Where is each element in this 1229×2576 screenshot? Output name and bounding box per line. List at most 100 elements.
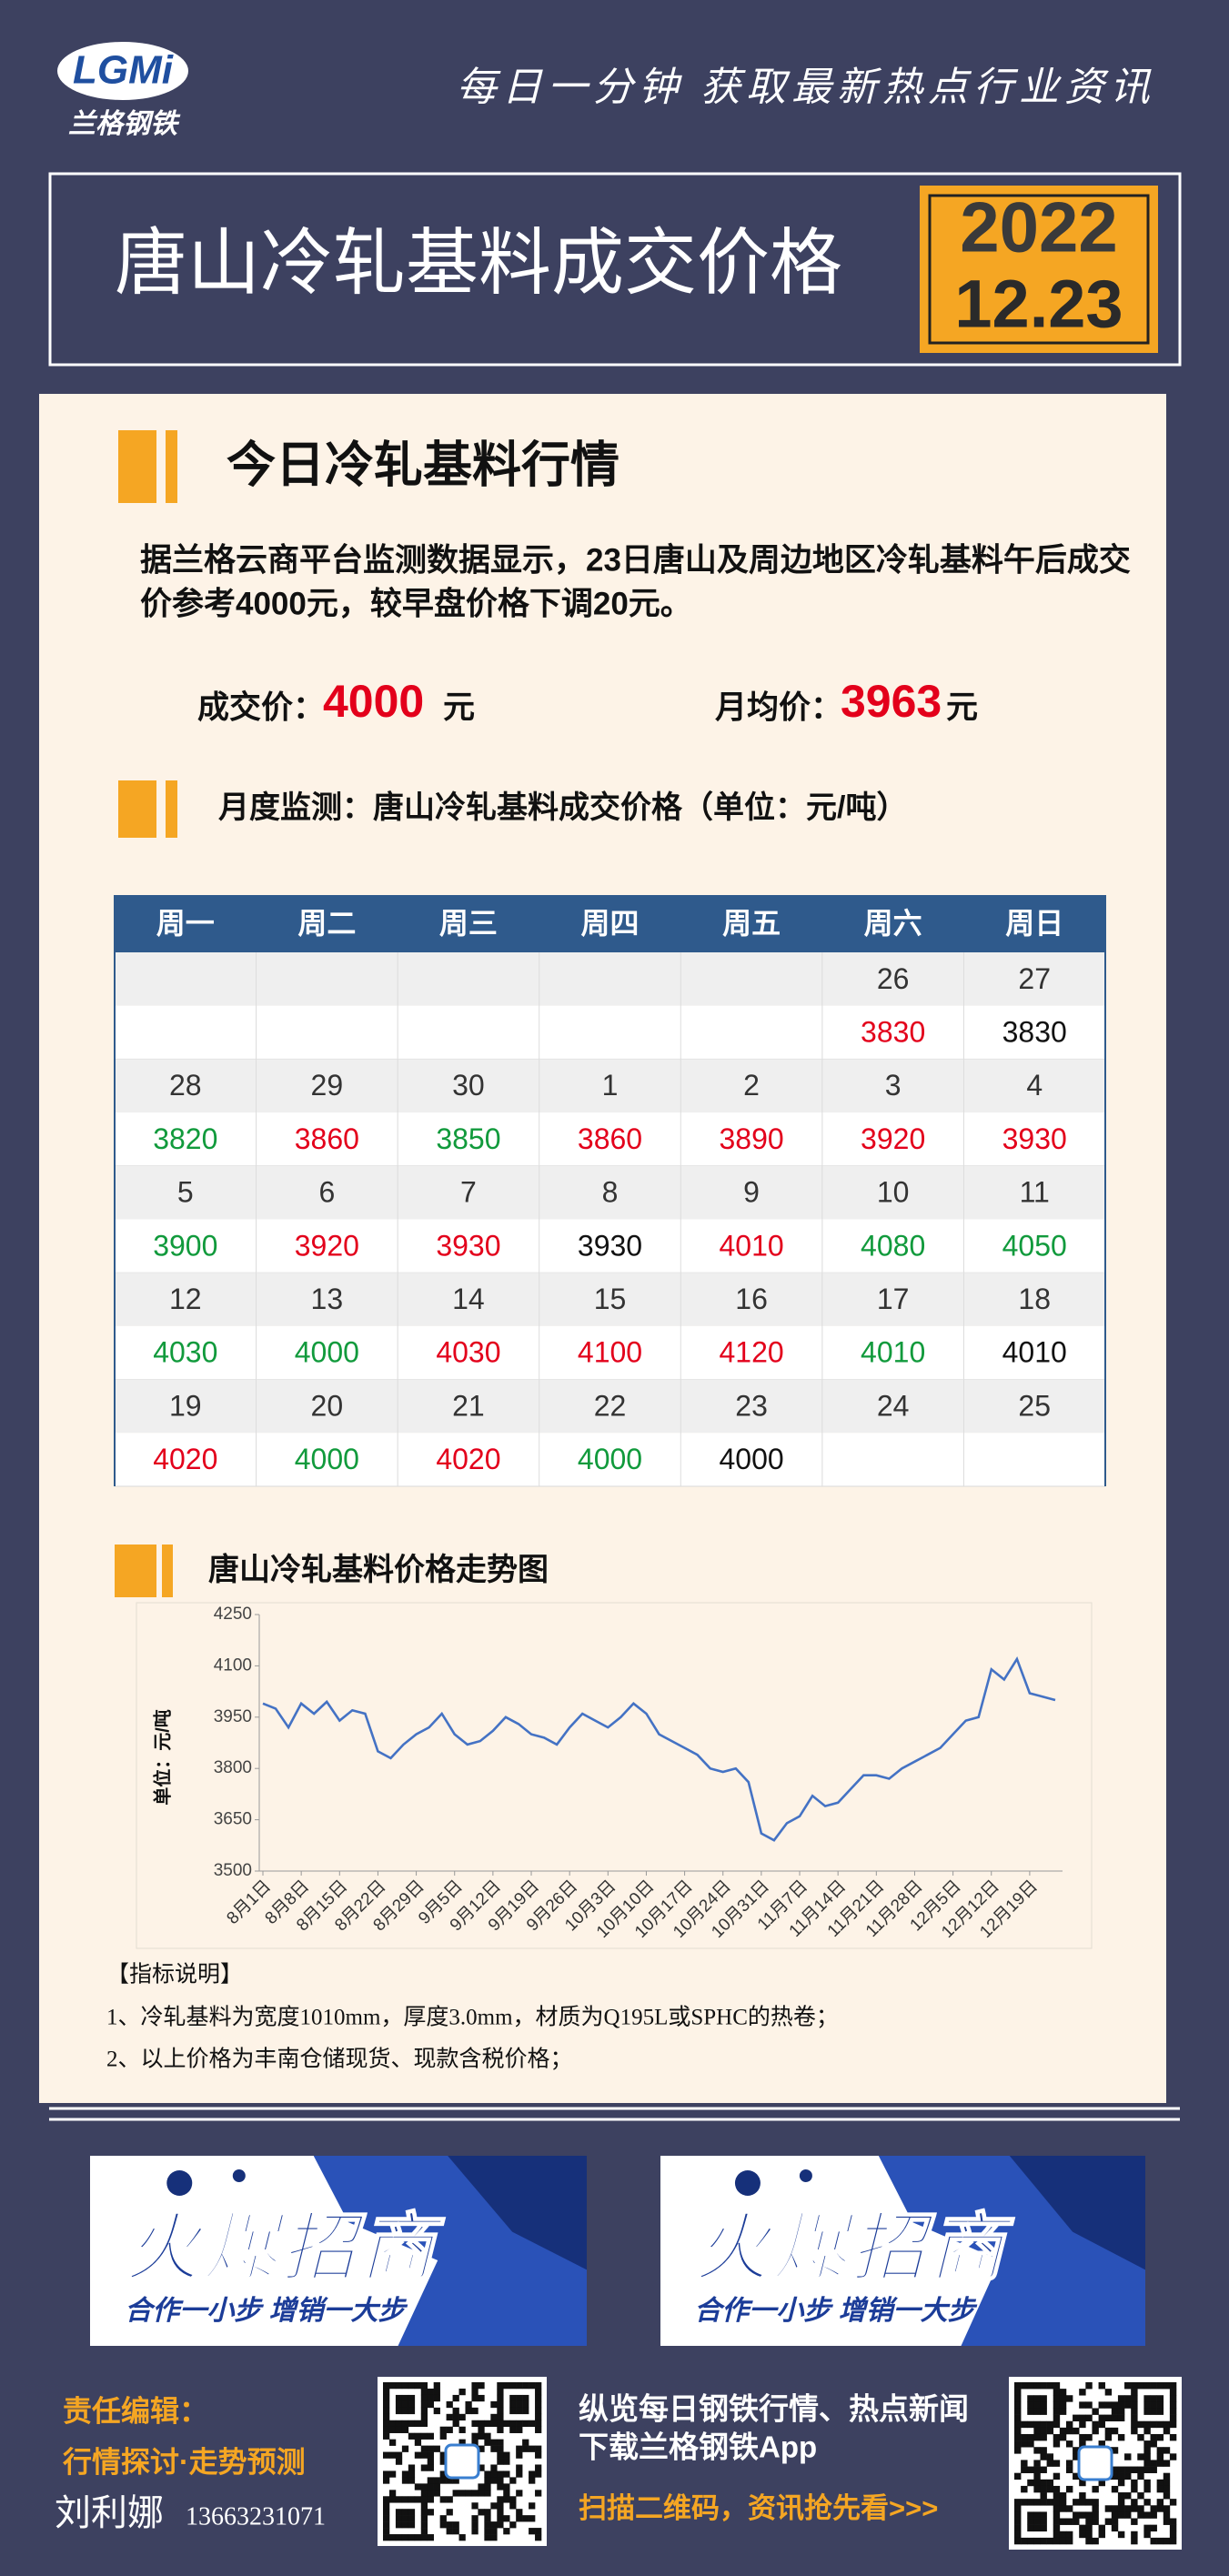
qr-module <box>1053 2401 1061 2409</box>
qr-module <box>497 2445 504 2452</box>
qr-module <box>446 2426 453 2433</box>
qr-module <box>388 2490 397 2497</box>
qr-module <box>1065 2427 1073 2435</box>
qr-module <box>458 2413 466 2421</box>
qr-module <box>1021 2440 1028 2448</box>
qr-module <box>484 2490 491 2497</box>
qr-module <box>388 2420 397 2428</box>
qr-module <box>522 2394 529 2402</box>
qr-module <box>535 2534 542 2541</box>
qr-module <box>420 2509 428 2516</box>
qr-module <box>1169 2395 1177 2402</box>
qr-module <box>1059 2389 1067 2396</box>
qr-module <box>1073 2518 1080 2525</box>
qr-module <box>383 2388 390 2396</box>
qr-module <box>1040 2427 1047 2435</box>
section-icon <box>162 1545 173 1597</box>
table-header <box>115 895 1105 952</box>
price: 4020 <box>153 1443 217 1475</box>
qr-module <box>1053 2524 1061 2532</box>
qr-module <box>1053 2505 1061 2512</box>
qr-module <box>420 2400 428 2409</box>
qr-module <box>1143 2511 1151 2519</box>
qr-module <box>1059 2427 1067 2435</box>
qr-module <box>427 2445 434 2452</box>
day-number: 2 <box>743 1069 760 1102</box>
qr-module <box>1033 2401 1041 2409</box>
y-tick-label: 3950 <box>214 1707 252 1726</box>
qr-module <box>471 2394 479 2402</box>
qr-module <box>490 2413 498 2421</box>
qr-module <box>420 2502 428 2510</box>
day-number: 19 <box>169 1389 202 1422</box>
qr-module <box>1156 2479 1164 2487</box>
qr-module <box>1104 2389 1113 2396</box>
qr-module <box>383 2407 390 2415</box>
qr-module <box>535 2464 542 2471</box>
qr-module <box>516 2407 523 2415</box>
qr-module <box>1137 2453 1144 2460</box>
qr-module <box>484 2439 491 2446</box>
qr-module <box>1014 2499 1022 2506</box>
year: 2022 <box>960 187 1118 267</box>
day-number: 14 <box>452 1283 485 1315</box>
day-number: 24 <box>877 1389 910 1422</box>
qr-module <box>490 2502 498 2510</box>
qr-module <box>516 2426 523 2433</box>
qr-module <box>1040 2408 1047 2415</box>
qr-module <box>1111 2401 1119 2409</box>
qr-module <box>1046 2453 1054 2460</box>
day-number: 9 <box>743 1176 760 1209</box>
day-row <box>115 1273 1105 1326</box>
price: 3830 <box>861 1016 925 1049</box>
qr-module <box>478 2490 485 2497</box>
qr-module <box>1033 2479 1041 2487</box>
qr-module <box>1143 2395 1151 2402</box>
qr-module <box>1156 2537 1164 2545</box>
qr-module <box>503 2451 510 2459</box>
qr-module <box>395 2496 403 2503</box>
qr-module <box>478 2394 485 2402</box>
qr-module <box>388 2470 397 2478</box>
qr-module <box>1033 2447 1041 2454</box>
price-label: 成交价： <box>197 689 325 725</box>
qr-module <box>529 2470 536 2478</box>
qr-module <box>433 2388 440 2396</box>
qr-module <box>497 2400 504 2409</box>
qr-module <box>484 2528 491 2535</box>
y-tick-label: 3800 <box>214 1758 252 1777</box>
qr-module <box>427 2394 434 2402</box>
qr-module <box>516 2470 523 2478</box>
qr-module <box>490 2445 498 2452</box>
day-number: 4 <box>1026 1069 1043 1102</box>
qr-module <box>1137 2420 1144 2429</box>
qr-module <box>516 2515 523 2522</box>
qr-module <box>1104 2518 1113 2525</box>
qr-module <box>1059 2401 1067 2409</box>
qr-module <box>1053 2485 1061 2493</box>
qr-module <box>535 2426 542 2433</box>
section-icon <box>166 430 177 503</box>
qr-module <box>535 2382 542 2390</box>
qr-module <box>408 2509 416 2516</box>
qr-module <box>1143 2524 1151 2532</box>
qr-module <box>388 2426 397 2433</box>
title-frame <box>48 172 1182 367</box>
qr-module <box>1163 2460 1171 2467</box>
qr-module <box>1143 2382 1151 2390</box>
qr-module <box>452 2413 459 2421</box>
price: 3930 <box>578 1229 642 1262</box>
qr-module <box>383 2451 390 2459</box>
notes-title: 【指标说明】 <box>106 1962 243 1987</box>
qr-module <box>427 2496 434 2503</box>
qr-module <box>427 2509 434 2516</box>
qr-module <box>1065 2466 1073 2473</box>
qr-module <box>522 2445 529 2452</box>
qr-module <box>1085 2537 1093 2545</box>
section-heading: 月度监测：唐山冷轧基料成交价格（单位：元/吨） <box>218 790 907 825</box>
price: 3860 <box>295 1122 359 1155</box>
ad-splash <box>232 2169 246 2182</box>
qr-module <box>1059 2499 1067 2506</box>
ad-title: 火爆招商 <box>125 2208 445 2290</box>
price: 3890 <box>719 1122 783 1155</box>
